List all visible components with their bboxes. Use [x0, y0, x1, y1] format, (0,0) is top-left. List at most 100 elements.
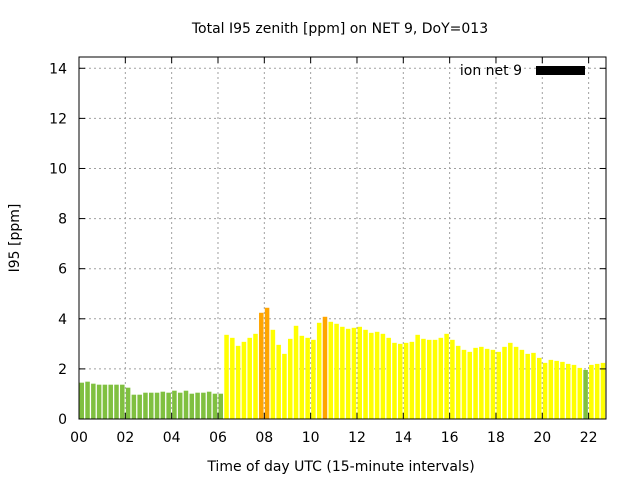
x-tick-label: 16 [441, 430, 459, 446]
bar [409, 341, 415, 419]
bar [148, 392, 154, 419]
bar [374, 331, 380, 419]
bar [421, 338, 426, 419]
bar [166, 392, 171, 419]
bar [589, 364, 594, 419]
bar [438, 337, 444, 419]
bar [183, 390, 189, 419]
chart-title: Total I95 zenith [ppm] on NET 9, DoY=013 [191, 21, 488, 37]
bar [316, 322, 322, 419]
bar [345, 328, 351, 419]
bar [415, 334, 420, 419]
bar [91, 383, 96, 419]
y-tick-label: 6 [58, 262, 67, 278]
bar [125, 387, 131, 419]
bar [519, 349, 525, 419]
bar [154, 392, 160, 419]
bar [230, 337, 235, 419]
bar [565, 363, 571, 419]
grid [79, 57, 606, 419]
bar [577, 367, 583, 419]
bar [259, 312, 264, 419]
bar [177, 392, 183, 419]
bar [264, 307, 270, 419]
bar [403, 342, 409, 419]
bar [293, 325, 299, 419]
bar [490, 349, 496, 419]
bar [444, 333, 449, 419]
bar [369, 332, 374, 419]
bar [247, 337, 252, 419]
bar [276, 344, 281, 419]
bar [351, 327, 357, 419]
bar [455, 345, 461, 419]
bar [398, 343, 403, 419]
bar [363, 329, 368, 419]
bar [357, 326, 362, 419]
bar [392, 342, 397, 419]
bar [484, 348, 490, 419]
bar [235, 345, 241, 419]
bars [79, 307, 606, 419]
x-tick-label: 20 [533, 430, 551, 446]
bar [583, 369, 588, 419]
bar [102, 384, 108, 419]
bar [594, 363, 600, 419]
y-tick-label: 0 [58, 412, 67, 428]
bar [322, 316, 328, 419]
x-tick-label: 04 [163, 430, 181, 446]
bar [270, 329, 276, 419]
x-tick-label: 22 [580, 430, 598, 446]
x-tick-label: 06 [209, 430, 227, 446]
bar [542, 362, 548, 419]
bar [108, 384, 113, 419]
bar [137, 394, 142, 419]
bar [426, 339, 432, 419]
bar [143, 392, 148, 419]
bar [131, 394, 137, 419]
bar [282, 353, 287, 419]
bar [450, 339, 455, 419]
bar [340, 326, 345, 419]
y-tick-label: 10 [49, 161, 67, 177]
bar [189, 393, 195, 419]
bar [241, 341, 247, 419]
y-tick-label: 14 [49, 61, 67, 77]
bar [496, 351, 501, 419]
bar [432, 339, 438, 419]
bar [305, 337, 310, 419]
x-tick-label: 10 [302, 430, 320, 446]
bar [508, 342, 513, 419]
bar [120, 384, 125, 419]
bar [467, 351, 473, 419]
bar [114, 384, 119, 419]
bar [571, 364, 577, 419]
bar [201, 392, 206, 419]
bar [502, 346, 507, 419]
bar [195, 392, 200, 419]
y-tick-label: 12 [49, 111, 67, 127]
bar [537, 357, 542, 419]
bar [253, 333, 258, 419]
bar [212, 393, 218, 419]
legend-swatch [536, 66, 585, 75]
bar [473, 347, 478, 419]
bar [461, 349, 467, 419]
bar [299, 335, 305, 419]
legend-label: ion net 9 [460, 63, 522, 79]
x-tick-label: 08 [255, 430, 273, 446]
plot-frame [78, 56, 607, 420]
bar [218, 393, 224, 419]
bar [287, 338, 293, 419]
bar [531, 352, 536, 419]
bar [600, 362, 606, 419]
bar [386, 337, 391, 419]
bar [85, 381, 90, 419]
bar [206, 391, 212, 419]
x-tick-label: 18 [487, 430, 505, 446]
y-axis-label: I95 [ppm] [7, 204, 23, 273]
x-tick-label: 14 [394, 430, 412, 446]
bar [311, 339, 316, 419]
